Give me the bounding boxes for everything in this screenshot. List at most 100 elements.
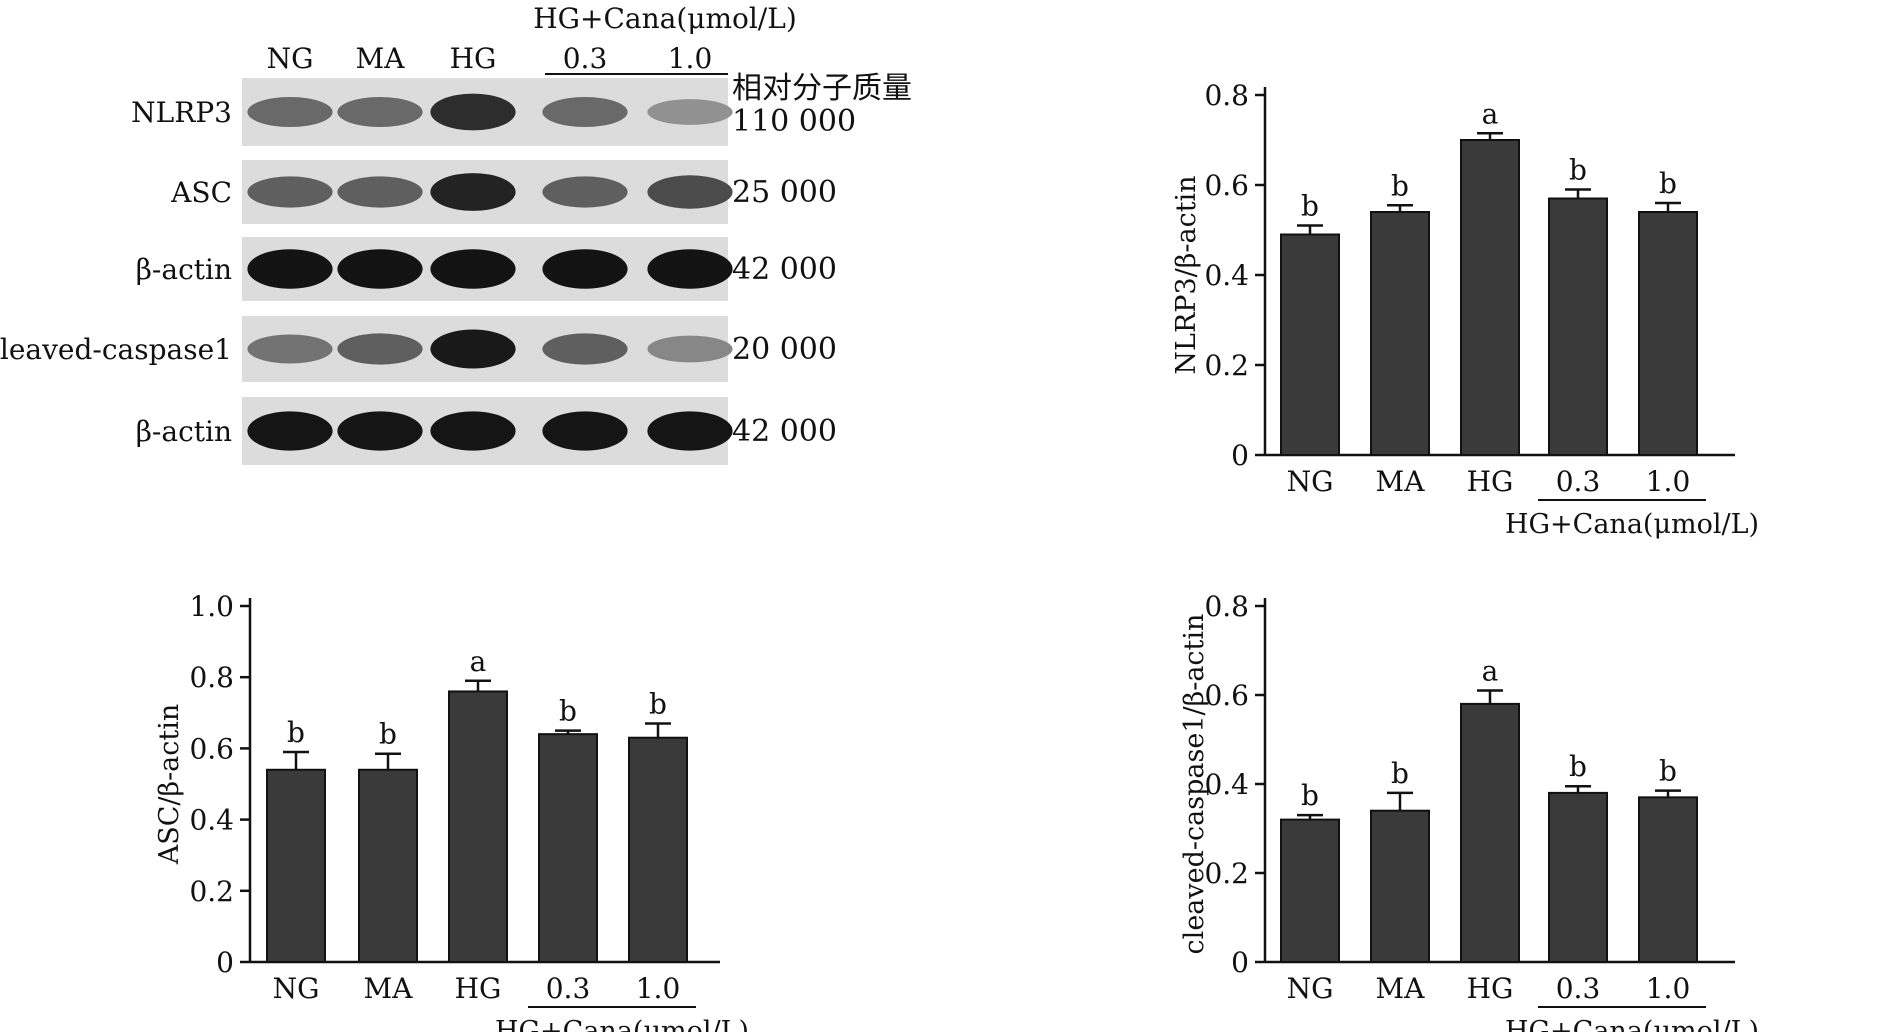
blot-row-mw: 25 000 bbox=[732, 175, 837, 210]
significance-label: b bbox=[1391, 169, 1409, 202]
blot-band bbox=[337, 176, 423, 208]
blot-band bbox=[430, 249, 516, 289]
blot-band bbox=[647, 175, 733, 209]
significance-label: b bbox=[649, 687, 667, 720]
bar bbox=[1638, 211, 1698, 456]
significance-label: a bbox=[1482, 97, 1499, 130]
y-tick-label: 0.2 bbox=[1204, 857, 1249, 890]
blot-band bbox=[337, 411, 423, 451]
y-axis-label: NLRP3/β-actin bbox=[1171, 175, 1202, 374]
blot-band bbox=[647, 249, 733, 289]
significance-label: a bbox=[1482, 655, 1499, 688]
blot-row-label: cleaved-caspase1 bbox=[0, 333, 232, 366]
y-tick-label: 0.8 bbox=[189, 661, 234, 694]
blot-band bbox=[647, 411, 733, 451]
x-category-label: MA bbox=[1376, 972, 1426, 1005]
blot-group-label: HG+Cana(μmol/L) bbox=[533, 2, 797, 35]
bar bbox=[1548, 791, 1608, 964]
blot-lane-label: HG bbox=[450, 42, 497, 75]
group-label: HG+Cana(μmol/L) bbox=[1505, 509, 1759, 540]
significance-label: b bbox=[559, 695, 577, 728]
blot-band bbox=[647, 335, 733, 363]
x-category-label: MA bbox=[364, 972, 414, 1005]
blot-band bbox=[430, 173, 516, 211]
significance-label: b bbox=[1659, 755, 1677, 788]
y-tick-label: 0.8 bbox=[1204, 79, 1249, 112]
x-category-label: NG bbox=[1287, 972, 1334, 1005]
blot-row-label: β-actin bbox=[136, 253, 232, 286]
blot-lane-label: 0.3 bbox=[563, 42, 608, 75]
y-tick-label: 0.6 bbox=[189, 732, 234, 765]
blot-band bbox=[247, 411, 333, 451]
bar bbox=[538, 733, 598, 963]
asc-bar-chart: 0 0.2 0.4 0.6 0.8 1.0 ASC/β-actin b NG b MA a HG b 0.3… bbox=[154, 590, 749, 1032]
blot-row-label: β-actin bbox=[136, 415, 232, 448]
y-tick-label: 0.4 bbox=[1204, 259, 1249, 292]
y-tick-label: 0.4 bbox=[1204, 768, 1249, 801]
y-tick-label: 0.8 bbox=[1204, 590, 1249, 623]
western-blot-panel: NG MA HG 0.3 1.0 HG+Cana(μmol/L) 相对分子质量 NLRP3 11… bbox=[0, 2, 912, 465]
bar bbox=[1548, 197, 1608, 456]
blot-band bbox=[247, 334, 333, 364]
x-category-label: NG bbox=[273, 972, 320, 1005]
y-tick-label: 0 bbox=[1231, 439, 1249, 472]
x-category-label: 0.3 bbox=[1556, 465, 1601, 498]
significance-label: b bbox=[287, 716, 305, 749]
y-tick-label: 1.0 bbox=[189, 590, 234, 623]
y-tick-label: 0 bbox=[216, 946, 234, 979]
blot-row-mw: 42 000 bbox=[732, 414, 837, 449]
y-tick-label: 0.4 bbox=[189, 804, 234, 837]
significance-label: b bbox=[1569, 154, 1587, 187]
blot-band bbox=[647, 99, 733, 125]
bar bbox=[448, 690, 508, 963]
significance-label: b bbox=[1301, 779, 1319, 812]
blot-lane-label: MA bbox=[356, 42, 406, 75]
significance-label: a bbox=[470, 645, 487, 678]
blot-lane-label: NG bbox=[267, 42, 314, 75]
blot-band bbox=[247, 176, 333, 208]
x-category-label: 1.0 bbox=[1646, 972, 1691, 1005]
blot-row-mw: 20 000 bbox=[732, 332, 837, 367]
y-axis-label: ASC/β-actin bbox=[154, 704, 185, 866]
bar bbox=[1280, 233, 1340, 456]
bar bbox=[1638, 796, 1698, 963]
significance-label: b bbox=[1659, 167, 1677, 200]
bar bbox=[1460, 139, 1520, 456]
blot-band bbox=[430, 329, 516, 369]
x-category-label: NG bbox=[1287, 465, 1334, 498]
blot-row-label: ASC bbox=[170, 176, 232, 209]
x-category-label: HG bbox=[1467, 465, 1514, 498]
nlrp3-bar-chart: 0 0.2 0.4 0.6 0.8 NLRP3/β-actin b NG b MA a HG b 0.3 b… bbox=[1171, 79, 1759, 540]
group-label: HG+Cana(μmol/L) bbox=[1505, 1016, 1759, 1032]
blot-row-mw: 110 000 bbox=[732, 104, 856, 139]
blot-band bbox=[542, 96, 628, 128]
significance-label: b bbox=[1569, 750, 1587, 783]
significance-label: b bbox=[1301, 190, 1319, 223]
y-tick-label: 0.6 bbox=[1204, 679, 1249, 712]
significance-label: b bbox=[379, 718, 397, 751]
y-axis-label: cleaved-caspase1/β-actin bbox=[1179, 614, 1210, 955]
x-category-label: 1.0 bbox=[636, 972, 681, 1005]
group-label: HG+Cana(μmol/L) bbox=[495, 1016, 749, 1032]
bar bbox=[628, 736, 688, 963]
blot-band bbox=[542, 176, 628, 208]
x-category-label: HG bbox=[1467, 972, 1514, 1005]
y-tick-label: 0.2 bbox=[189, 875, 234, 908]
bar bbox=[1460, 702, 1520, 964]
blot-band bbox=[337, 249, 423, 289]
blot-band bbox=[337, 333, 423, 365]
bar bbox=[1370, 809, 1430, 964]
x-category-label: HG bbox=[455, 972, 502, 1005]
bar bbox=[1280, 818, 1340, 963]
blot-band bbox=[337, 96, 423, 128]
blot-band bbox=[247, 96, 333, 128]
blot-band bbox=[542, 333, 628, 365]
x-category-label: 0.3 bbox=[1556, 972, 1601, 1005]
blot-row-label: NLRP3 bbox=[131, 96, 232, 129]
y-tick-label: 0 bbox=[1231, 946, 1249, 979]
bar bbox=[1370, 211, 1430, 456]
x-category-label: 0.3 bbox=[546, 972, 591, 1005]
blot-band bbox=[430, 93, 516, 131]
